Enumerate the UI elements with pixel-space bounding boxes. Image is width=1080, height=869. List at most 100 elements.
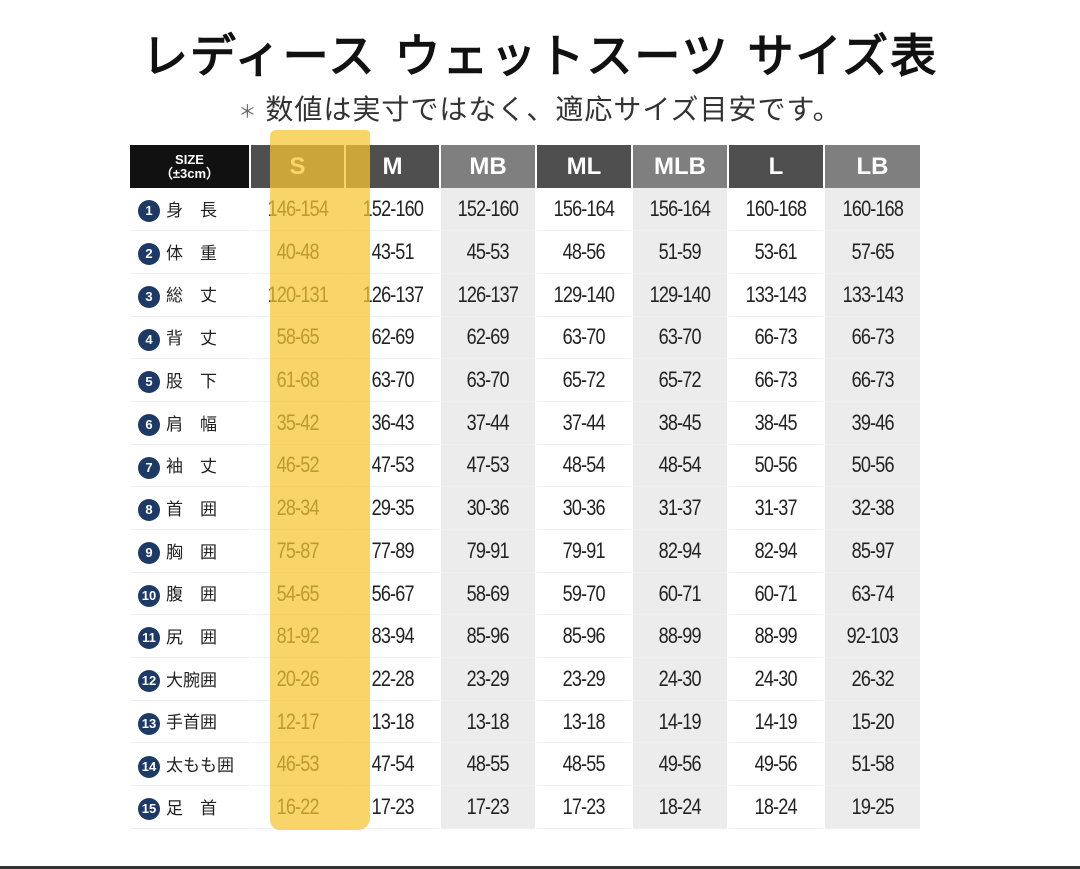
value-text: 43-51 xyxy=(371,239,414,265)
value-text: 62-69 xyxy=(371,324,414,350)
value-cell-mb: 79-91 xyxy=(439,529,536,573)
value-cell-l: 82-94 xyxy=(727,529,824,573)
value-cell-l: 53-61 xyxy=(727,230,824,274)
value-cell-mlb: 48-54 xyxy=(631,444,728,488)
value-text: 126-137 xyxy=(457,281,519,307)
value-text: 38-45 xyxy=(658,409,702,435)
value-text: 37-44 xyxy=(562,409,606,435)
value-text: 18-24 xyxy=(658,793,702,819)
value-cell-lb: 133-143 xyxy=(823,273,920,317)
value-text: 14-19 xyxy=(754,708,798,734)
value-cell-mlb: 14-19 xyxy=(631,700,728,744)
measurement-label: 腹 囲 xyxy=(166,585,217,605)
value-text: 17-23 xyxy=(371,793,414,819)
number-badge: 11 xyxy=(138,627,160,650)
value-text: 16-22 xyxy=(276,793,319,819)
value-cell-l: 38-45 xyxy=(727,401,824,445)
value-text: 156-164 xyxy=(553,196,615,222)
value-text: 38-45 xyxy=(754,409,798,435)
size-header-mlb: MLB xyxy=(631,145,728,188)
value-cell-mb: 152-160 xyxy=(439,188,536,232)
value-cell-s: 61-68 xyxy=(249,358,345,402)
bottom-divider xyxy=(0,866,1080,869)
measurement-label-cell: 9 胸 囲 xyxy=(130,529,250,573)
value-cell-mb: 62-69 xyxy=(439,316,536,360)
number-badge: 5 xyxy=(138,371,160,394)
number-badge: 10 xyxy=(138,584,160,607)
size-header-s: S xyxy=(249,145,345,188)
value-cell-mb: 63-70 xyxy=(439,358,536,402)
value-text: 48-54 xyxy=(562,452,606,478)
value-text: 82-94 xyxy=(658,537,702,563)
value-cell-l: 66-73 xyxy=(727,358,824,402)
value-text: 51-59 xyxy=(658,239,702,265)
value-cell-mlb: 156-164 xyxy=(631,188,728,232)
subtitle-text: 数値は実寸ではなく、適応サイズ目安です。 xyxy=(265,93,842,126)
value-cell-mb: 45-53 xyxy=(439,230,536,274)
value-cell-lb: 32-38 xyxy=(823,486,920,530)
value-cell-s: 75-87 xyxy=(249,529,345,573)
value-text: 63-74 xyxy=(851,580,894,606)
value-text: 49-56 xyxy=(658,751,702,777)
value-text: 30-36 xyxy=(466,495,510,521)
value-text: 17-23 xyxy=(466,793,510,819)
value-text: 31-37 xyxy=(754,495,798,521)
value-cell-l: 31-37 xyxy=(727,486,824,530)
value-text: 54-65 xyxy=(276,580,319,606)
value-text: 120-131 xyxy=(267,281,328,307)
value-cell-l: 50-56 xyxy=(727,444,824,488)
value-text: 23-29 xyxy=(466,665,510,691)
value-cell-ml: 48-55 xyxy=(535,742,632,787)
value-cell-lb: 160-168 xyxy=(823,188,920,232)
measurement-label: 袖 丈 xyxy=(166,457,217,477)
measurement-label: 首 囲 xyxy=(166,499,217,519)
value-text: 58-69 xyxy=(466,580,510,606)
value-cell-ml: 37-44 xyxy=(535,401,632,445)
measurement-label: 足 首 xyxy=(166,798,217,818)
value-cell-lb: 26-32 xyxy=(823,657,920,701)
measurement-label: 体 重 xyxy=(166,243,217,263)
value-cell-mlb: 82-94 xyxy=(631,529,728,573)
measurement-label-cell: 13 手首囲 xyxy=(130,700,250,744)
number-badge: 12 xyxy=(138,670,160,693)
value-cell-ml: 156-164 xyxy=(535,188,632,232)
value-cell-mlb: 31-37 xyxy=(631,486,728,530)
value-text: 152-160 xyxy=(362,196,423,222)
number-badge: 8 xyxy=(138,499,160,522)
number-badge: 14 xyxy=(138,755,160,778)
value-cell-mlb: 38-45 xyxy=(631,401,728,445)
size-header-l: L xyxy=(727,145,824,188)
value-text: 17-23 xyxy=(562,793,606,819)
measurement-label: 太もも囲 xyxy=(166,756,234,776)
number-badge: 3 xyxy=(138,285,160,308)
page-subtitle: ＊ 数値は実寸ではなく、適応サイズ目安です。 xyxy=(0,88,1080,128)
value-text: 13-18 xyxy=(371,708,414,734)
value-cell-s: 146-154 xyxy=(249,188,345,232)
size-header-cell: SIZE （±3cm） xyxy=(130,145,250,188)
value-cell-l: 160-168 xyxy=(727,188,824,232)
page-title: レディース ウェットスーツ サイズ表 xyxy=(141,29,939,83)
measurement-label-cell: 11 尻 囲 xyxy=(130,614,250,659)
value-cell-mb: 47-53 xyxy=(439,444,536,488)
measurement-label-cell: 6 肩 幅 xyxy=(130,401,250,445)
value-cell-lb: 50-56 xyxy=(823,444,920,488)
value-cell-ml: 23-29 xyxy=(535,657,632,701)
value-cell-mb: 30-36 xyxy=(439,486,536,530)
value-text: 29-35 xyxy=(371,495,414,521)
value-text: 50-56 xyxy=(754,452,798,478)
value-cell-lb: 85-97 xyxy=(823,529,920,573)
number-badge: 13 xyxy=(138,712,160,735)
value-text: 133-143 xyxy=(745,281,807,307)
measurement-label: 股 下 xyxy=(166,371,217,391)
measurement-label-cell: 1 身 長 xyxy=(130,188,250,232)
measurement-label: 肩 幅 xyxy=(166,414,217,434)
value-cell-mb: 48-55 xyxy=(439,742,536,787)
value-text: 47-53 xyxy=(371,452,414,478)
value-cell-l: 88-99 xyxy=(727,614,824,659)
value-cell-lb: 66-73 xyxy=(823,316,920,360)
table-row: 10 腹 囲 54-65 56-67 58-69 59-70 60-71 60-71 63-74 xyxy=(130,572,920,616)
value-text: 126-137 xyxy=(362,281,423,307)
table-row: 13 手首囲 12-17 13-18 13-18 13-18 14-19 14-19 15-20 xyxy=(130,700,920,744)
number-badge: 1 xyxy=(138,200,160,223)
value-cell-m: 13-18 xyxy=(344,700,440,744)
